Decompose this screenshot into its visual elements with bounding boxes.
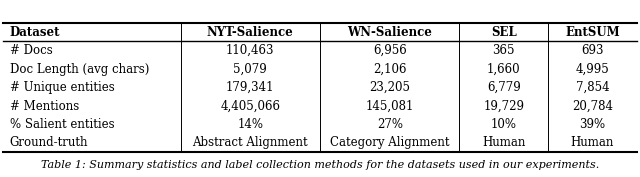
Text: % Salient entities: % Salient entities [10, 118, 114, 131]
Text: Category Alignment: Category Alignment [330, 136, 449, 150]
Text: SEL: SEL [491, 26, 516, 39]
Text: 19,729: 19,729 [483, 100, 524, 113]
Text: 4,995: 4,995 [575, 63, 609, 76]
Text: 10%: 10% [491, 118, 516, 131]
Text: 365: 365 [493, 44, 515, 57]
Text: Human: Human [571, 136, 614, 150]
Text: Abstract Alignment: Abstract Alignment [193, 136, 308, 150]
Text: 179,341: 179,341 [226, 81, 275, 94]
Text: 23,205: 23,205 [369, 81, 410, 94]
Text: 39%: 39% [579, 118, 605, 131]
Text: # Unique entities: # Unique entities [10, 81, 115, 94]
Text: 1,660: 1,660 [487, 63, 520, 76]
Text: Doc Length (avg chars): Doc Length (avg chars) [10, 63, 149, 76]
Text: 693: 693 [581, 44, 604, 57]
Text: 27%: 27% [377, 118, 403, 131]
Text: NYT-Salience: NYT-Salience [207, 26, 294, 39]
Text: # Mentions: # Mentions [10, 100, 79, 113]
Text: Table 1: Summary statistics and label collection methods for the datasets used i: Table 1: Summary statistics and label co… [41, 160, 599, 170]
Text: 6,779: 6,779 [487, 81, 520, 94]
Text: # Docs: # Docs [10, 44, 52, 57]
Text: 110,463: 110,463 [226, 44, 275, 57]
Text: 6,956: 6,956 [373, 44, 406, 57]
Text: 20,784: 20,784 [572, 100, 613, 113]
Text: 4,405,066: 4,405,066 [220, 100, 280, 113]
Text: 7,854: 7,854 [575, 81, 609, 94]
Text: 145,081: 145,081 [365, 100, 414, 113]
Text: Dataset: Dataset [10, 26, 60, 39]
Text: Human: Human [482, 136, 525, 150]
Text: 2,106: 2,106 [373, 63, 406, 76]
Text: 14%: 14% [237, 118, 263, 131]
Text: WN-Salience: WN-Salience [348, 26, 432, 39]
Text: EntSUM: EntSUM [565, 26, 620, 39]
Text: Ground-truth: Ground-truth [10, 136, 88, 150]
Text: 5,079: 5,079 [234, 63, 267, 76]
